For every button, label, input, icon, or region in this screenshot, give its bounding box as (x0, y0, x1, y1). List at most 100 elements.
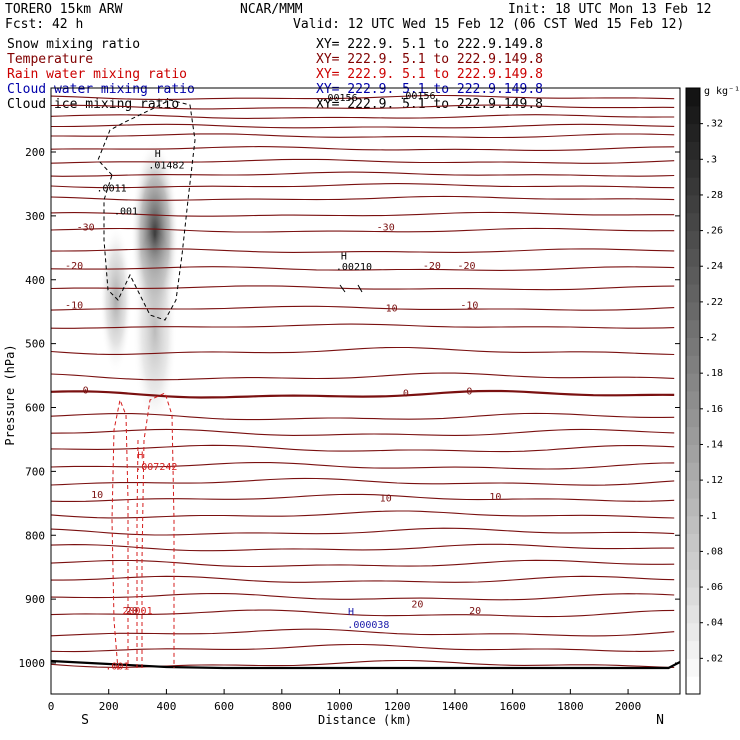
colorbar-step (686, 533, 700, 552)
temperature-label: 10 (489, 492, 501, 503)
temperature-isotherm (51, 94, 675, 100)
temperature-isotherm (51, 158, 675, 164)
x-tick-label: 1800 (557, 700, 584, 713)
temperature-label: 0 (403, 389, 409, 400)
temperature-isotherm (51, 493, 675, 502)
init-time: Init: 18 UTC Mon 13 Feb 12 (508, 2, 712, 17)
snow-max-label: .00210 (336, 262, 372, 273)
temperature-isotherm (51, 527, 675, 536)
colorbar-step (686, 88, 700, 107)
temperature-isotherm (51, 104, 675, 110)
colorbar-step (686, 337, 700, 356)
valid-time: Valid: 12 UTC Wed 15 Feb 12 (06 CST Wed … (293, 17, 684, 32)
x-tick-label: 1200 (384, 700, 411, 713)
colorbar-step (686, 551, 700, 570)
shading-tail (132, 230, 177, 431)
x-tick-label: 400 (156, 700, 176, 713)
plot-area: -30 -30 -20 -20 -20 -10 -10 -10 0 0 0 10 10 10 20 20 20 H… (51, 91, 680, 672)
y-tick-label: 700 (25, 465, 45, 478)
cloud-water-label: .000038 (347, 620, 389, 631)
shading-left (99, 223, 132, 374)
snow-minor-contour (339, 284, 363, 293)
temperature-label: -20 (65, 261, 83, 272)
colorbar-tick-label: .04 (705, 618, 723, 629)
legend-xy: XY= 222.9. 5.1 to 222.9.149.8 (316, 67, 543, 82)
rain-label: H (137, 451, 143, 462)
temperature-label: 10 (380, 493, 392, 504)
legend-label: Rain water mixing ratio (7, 67, 187, 82)
snow-max-label: .0011 (97, 184, 127, 195)
rain-label: .001 (105, 661, 129, 672)
temperature-isotherm (51, 346, 675, 356)
temperature-isotherm (51, 428, 675, 436)
snow-max-label: H (341, 251, 347, 262)
snow-max-label: .01482 (148, 161, 184, 172)
y-tick-label: 1000 (19, 657, 46, 670)
temperature-isotherm (51, 372, 675, 381)
colorbar-unit: g kg⁻¹ (704, 86, 740, 97)
temperature-isotherm (51, 133, 675, 139)
colorbar-step (686, 266, 700, 285)
temperature-isotherm (51, 389, 675, 399)
temperature-isotherm (51, 510, 675, 519)
colorbar-step (686, 301, 700, 321)
colorbar-step (686, 194, 700, 214)
temperature-isotherm (51, 592, 675, 601)
y-tick-label: 600 (25, 402, 45, 415)
field-legend: Snow mixing ratio XY= 222.9. 5.1 to 222.9… (7, 37, 543, 112)
y-tick-label: 200 (25, 146, 45, 159)
x-tick-label: 2000 (615, 700, 642, 713)
temperature-isotherm (51, 266, 675, 271)
colorbar-tick-label: .26 (705, 226, 723, 237)
colorbar-step (686, 426, 700, 445)
colorbar-step (686, 373, 700, 392)
colorbar-step (686, 230, 700, 249)
colorbar-step (686, 480, 700, 499)
temperature-isotherm (51, 609, 675, 618)
temperature-label: -10 (65, 300, 83, 311)
legend-xy: XY= 222.9. 5.1 to 222.9.149.8 (316, 52, 543, 67)
colorbar-step (686, 177, 700, 196)
x-tick-label: 800 (272, 700, 292, 713)
legend-label: Snow mixing ratio (7, 37, 140, 52)
colorbar-step (686, 408, 700, 428)
colorbar-tick-label: .08 (705, 546, 723, 557)
rain-contour (141, 392, 175, 668)
temperature-label: -30 (77, 223, 95, 234)
temperature-isotherm (51, 285, 675, 291)
temperature-isotherm (51, 305, 675, 311)
temperature-label: -20 (423, 261, 441, 272)
colorbar-tick-label: .24 (705, 261, 723, 272)
colorbar-step (686, 569, 700, 588)
temperature-label: -10 (380, 304, 398, 315)
temperature-isotherm (51, 559, 675, 568)
snow-max-label: H (155, 149, 161, 160)
legend-label: Cloud ice mixing ratio (7, 97, 179, 112)
colorbar-step (686, 123, 700, 142)
legend-label: Temperature (7, 52, 93, 67)
x-tick-label: 1600 (499, 700, 526, 713)
colorbar-step (686, 248, 700, 267)
colorbar-step (686, 658, 700, 677)
rain-contour (136, 439, 139, 668)
legend-xy: XY= 222.9. 5.1 to 222.9.149.8 (316, 37, 543, 52)
colorbar-step (686, 622, 700, 642)
colorbar-step (686, 212, 700, 232)
temperature-isotherm (51, 146, 675, 151)
temperature-isotherm (51, 461, 675, 470)
endpoint-left: S (81, 713, 89, 728)
colorbar-step (686, 284, 700, 303)
temperature-isotherm (51, 211, 675, 217)
x-axis-label: Distance (km) (318, 713, 412, 727)
colorbar-tick-label: .32 (705, 119, 723, 130)
model-title: TORERO 15km ARW (5, 2, 123, 17)
legend-label: Cloud water mixing ratio (7, 82, 195, 97)
colorbar-tick-label: .1 (705, 511, 717, 522)
rain-contours (111, 392, 175, 671)
y-tick-label: 900 (25, 593, 45, 606)
temperature-label: 20 (126, 606, 138, 617)
plot-frame (50, 87, 681, 695)
colorbar-step (686, 159, 700, 178)
cloud-water-label: H (348, 607, 354, 618)
